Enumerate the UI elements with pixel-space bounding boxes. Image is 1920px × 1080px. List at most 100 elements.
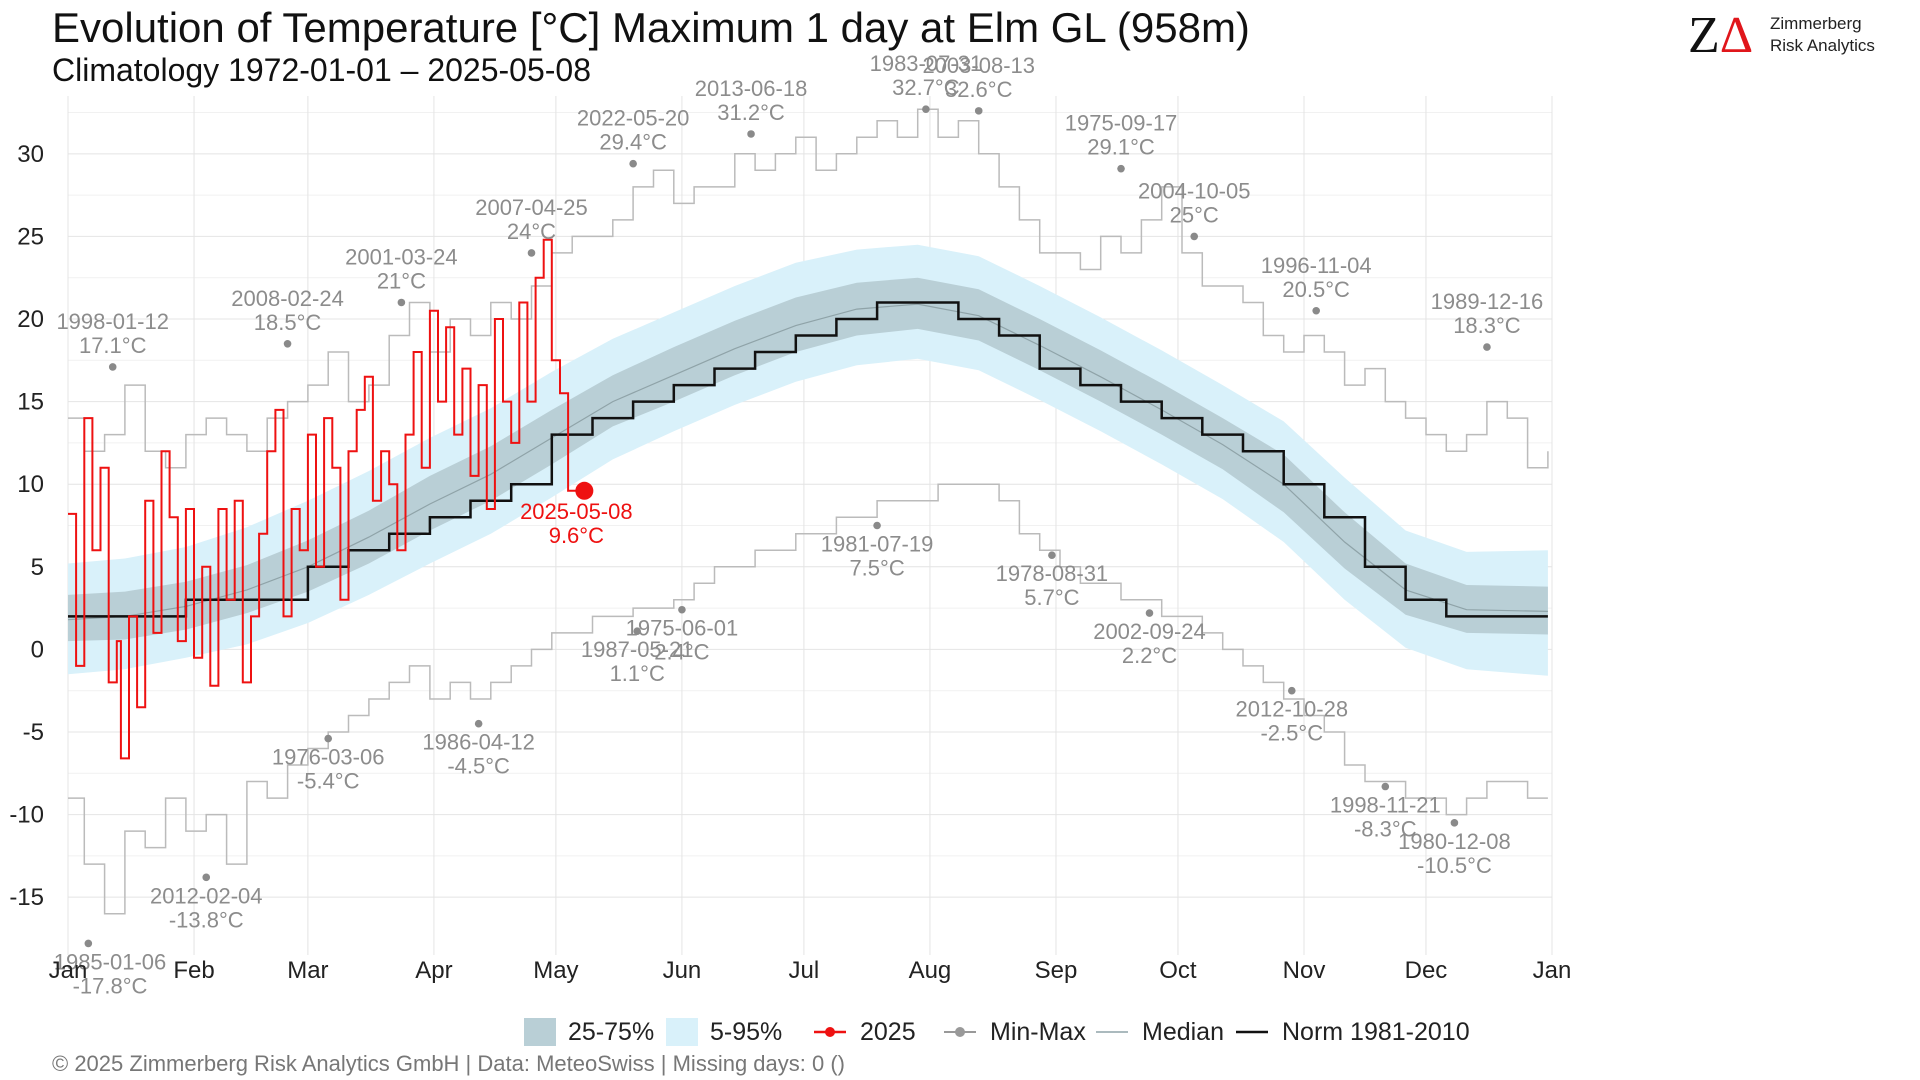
legend-p90-swatch — [666, 1018, 698, 1046]
current-value-label: 9.6°C — [549, 523, 604, 548]
record-max-value-label: 29.4°C — [599, 130, 667, 155]
legend-2025-swatch — [814, 1027, 846, 1037]
x-tick-label: Jun — [663, 957, 702, 984]
record-max-value-label: 24°C — [507, 219, 556, 244]
record-max-point — [1117, 164, 1125, 173]
record-min-point — [324, 734, 333, 743]
record-max-value-label: 29.1°C — [1087, 135, 1155, 160]
record-max-point — [1190, 232, 1199, 241]
record-min-value-label: 2.4°C — [654, 640, 709, 665]
legend-minmax-swatch — [944, 1027, 976, 1037]
record-max-date-label: 1998-01-12 — [56, 309, 169, 334]
record-min-date-label: 1987-05-21 — [581, 637, 694, 662]
record-min-value-label: -8.3°C — [1354, 817, 1417, 842]
zimmerberg-logo: ZΔ Zimmerberg Risk Analytics — [1688, 7, 1898, 64]
legend-iqr-swatch — [524, 1018, 556, 1046]
x-tick-label: Apr — [415, 957, 452, 984]
x-tick-label: Jan — [1533, 957, 1572, 984]
record-min-value-label: -10.5°C — [1417, 853, 1492, 878]
record-max-date-label: 1989-12-16 — [1431, 289, 1544, 314]
record-max-value-label: 32.6°C — [945, 77, 1013, 102]
record-max-point — [747, 130, 755, 138]
record-min-date-label: 1975-06-01 — [626, 616, 739, 641]
footer-credit: © 2025 Zimmerberg Risk Analytics GmbH | … — [52, 1051, 845, 1076]
record-min-date-label: 2002-09-24 — [1093, 619, 1206, 644]
legend-median-label: Median — [1142, 1017, 1224, 1046]
series-2025-line — [68, 238, 585, 760]
record-max-value-label: 21°C — [377, 268, 426, 293]
record-max-point — [922, 105, 930, 114]
record-max-point — [108, 363, 117, 371]
record-min-date-label: 1986-04-12 — [422, 730, 535, 755]
record-max-value-label: 18.3°C — [1453, 313, 1521, 338]
record-max-date-label: 1996-11-04 — [1261, 253, 1372, 278]
record-max-date-label: 2003-08-13 — [922, 53, 1035, 78]
record-max-point — [397, 298, 406, 307]
record-max-date-label: 2008-02-24 — [231, 286, 344, 311]
y-tick-label: -5 — [23, 719, 44, 746]
record-min-point — [633, 627, 642, 636]
legend-minmax: Min-Max — [942, 1010, 1086, 1054]
record-min-value-label: 1.1°C — [610, 661, 665, 686]
x-tick-label: Jul — [789, 957, 820, 984]
record-min-value-label: 2.2°C — [1122, 643, 1177, 668]
record-max-date-label: 2001-03-24 — [345, 244, 458, 269]
record-max-value-label: 20.5°C — [1282, 277, 1350, 302]
y-tick-label: 5 — [31, 554, 44, 581]
x-tick-label: Dec — [1405, 957, 1448, 984]
norm-1981-2010-line — [68, 301, 1548, 618]
logo-mark: ZΔ — [1688, 7, 1754, 64]
record-min-point — [678, 605, 686, 614]
record-min-point — [1145, 609, 1154, 617]
x-tick-label: Feb — [173, 957, 214, 984]
record-max-point — [974, 107, 983, 115]
x-tick-label: Jan — [49, 957, 88, 984]
chart-subtitle: Climatology 1972-01-01 – 2025-05-08 — [52, 52, 592, 88]
record-min-point — [1450, 819, 1459, 827]
current-point — [575, 481, 594, 500]
record-min-point — [202, 873, 211, 882]
y-tick-label: 15 — [17, 389, 44, 416]
record-max-date-label: 2007-04-25 — [475, 195, 588, 220]
x-tick-label: Mar — [287, 957, 328, 984]
record-max-value-label: 17.1°C — [79, 333, 147, 358]
y-tick-label: 0 — [31, 636, 44, 663]
y-tick-label: 25 — [17, 223, 44, 250]
legend-norm-label: Norm 1981-2010 — [1282, 1017, 1470, 1046]
record-max-date-label: 1975-09-17 — [1065, 111, 1178, 136]
record-min-point — [84, 939, 93, 948]
x-tick-label: Oct — [1159, 957, 1197, 984]
y-tick-label: -15 — [9, 884, 44, 911]
record-max-point — [1483, 343, 1491, 351]
chart-legend: 25-75% 5-95% 2025 Min-Max Median Norm 19… — [0, 1010, 1920, 1054]
logo-line-1: Zimmerberg — [1770, 14, 1862, 33]
record-max-point — [629, 159, 637, 168]
legend-iqr: 25-75% — [524, 1010, 654, 1054]
legend-p90: 5-95% — [666, 1010, 782, 1054]
y-tick-label: 10 — [17, 471, 44, 498]
record-max-point — [527, 249, 536, 257]
y-tick-label: 30 — [17, 141, 44, 168]
record-min-point — [1287, 686, 1296, 695]
legend-norm: Norm 1981-2010 — [1234, 1010, 1470, 1054]
record-min-date-label: 1998-11-21 — [1330, 793, 1441, 818]
record-min-value-label: -4.5°C — [447, 754, 510, 779]
record-max-date-label: 2004-10-05 — [1138, 178, 1251, 203]
legend-2025-label: 2025 — [860, 1017, 916, 1046]
record-max-value-label: 18.5°C — [254, 310, 322, 335]
legend-minmax-label: Min-Max — [990, 1017, 1086, 1046]
record-max-value-label: 31.2°C — [717, 100, 785, 125]
legend-p90-label: 5-95% — [710, 1017, 783, 1046]
record-max-point — [283, 339, 292, 348]
logo-line-2: Risk Analytics — [1770, 36, 1875, 55]
record-min-date-label: 2012-02-04 — [150, 883, 263, 908]
record-min-value-label: 5.7°C — [1024, 585, 1079, 610]
record-min-date-label: 1981-07-19 — [821, 532, 934, 557]
record-min-point — [474, 719, 483, 728]
record-min-point — [1381, 782, 1390, 791]
x-tick-label: Sep — [1035, 957, 1078, 984]
record-min-value-label: -17.8°C — [73, 973, 148, 998]
record-min-value-label: -13.8°C — [169, 907, 244, 932]
current-date-label: 2025-05-08 — [520, 499, 633, 524]
record-max-date-label: 2022-05-20 — [577, 106, 690, 131]
